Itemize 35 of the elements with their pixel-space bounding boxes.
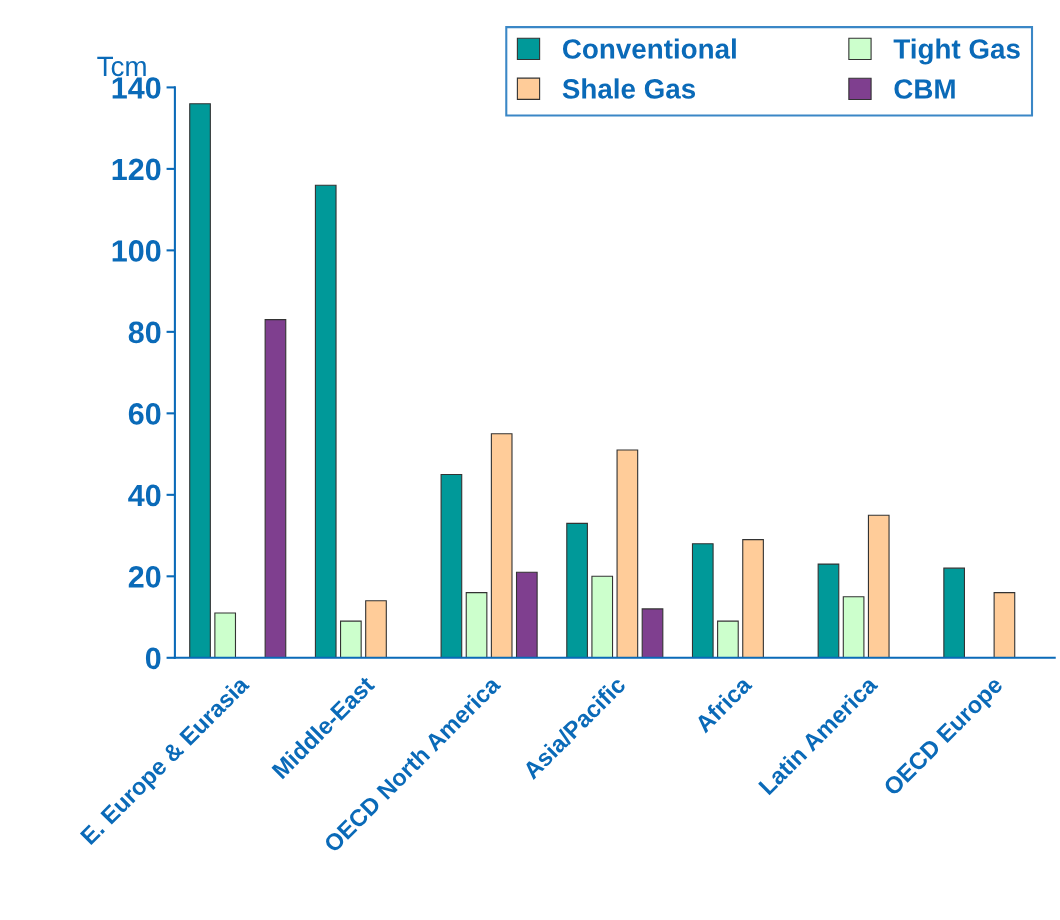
bar	[566, 522, 588, 658]
bar	[465, 592, 488, 658]
bar	[440, 473, 463, 658]
bar	[691, 543, 714, 658]
bar	[641, 608, 664, 658]
bar	[817, 563, 840, 658]
y-tick-label: 60	[128, 403, 161, 425]
bar	[616, 449, 639, 658]
bar	[365, 600, 387, 658]
y-tick-label: 40	[128, 484, 161, 507]
y-tick-label: 80	[128, 321, 161, 344]
bar	[339, 620, 362, 658]
bar	[591, 575, 614, 658]
bar	[943, 567, 966, 658]
bar	[490, 433, 513, 658]
y-axis-title: Tcm	[97, 56, 146, 77]
bar	[993, 592, 1016, 658]
bar	[314, 184, 337, 658]
bar	[842, 596, 865, 658]
y-tick-label: 20	[128, 566, 161, 588]
bar	[264, 319, 287, 658]
legend-label: CBM	[894, 79, 955, 99]
y-tick-label: 120	[112, 158, 161, 181]
bar	[742, 539, 764, 658]
y-tick-label: 0	[145, 647, 161, 670]
bar	[214, 612, 237, 658]
legend-label: Conventional	[562, 38, 736, 59]
y-tick-label: 100	[112, 240, 161, 262]
legend-label: Shale Gas	[562, 78, 696, 99]
legend-label: Tight Gas	[893, 38, 1020, 65]
bar	[515, 571, 538, 658]
bar	[867, 514, 890, 658]
y-tick-label: 140	[112, 77, 161, 99]
bar	[717, 620, 739, 658]
bar	[189, 103, 211, 658]
